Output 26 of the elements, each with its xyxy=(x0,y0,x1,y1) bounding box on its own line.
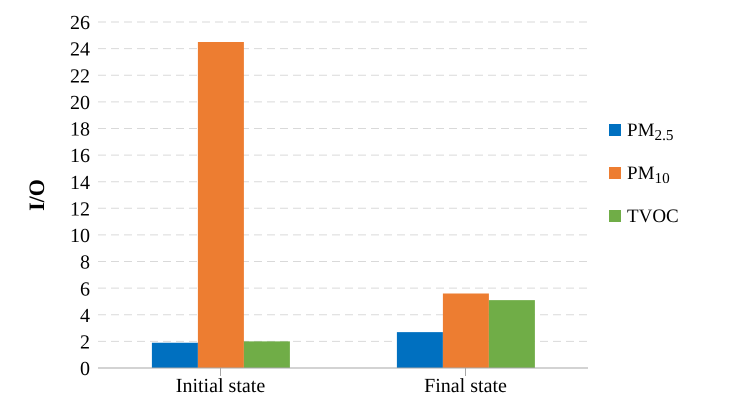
bar xyxy=(442,293,489,368)
y-tick-label: 12 xyxy=(70,198,90,220)
y-tick-label: 8 xyxy=(80,252,90,274)
y-tick-label: 14 xyxy=(70,172,90,194)
y-tick-label: 16 xyxy=(70,145,90,168)
y-tick-label: 22 xyxy=(70,65,90,88)
legend-label: PM$_{10}$ xyxy=(627,163,670,187)
y-tick-label: 26 xyxy=(70,12,90,34)
bar xyxy=(152,342,198,368)
legend-label: TVOC xyxy=(627,206,679,227)
bar xyxy=(198,42,244,368)
y-axis-title: I/O xyxy=(24,179,49,211)
y-tick-label: 24 xyxy=(70,38,90,61)
y-tick-label: 2 xyxy=(80,331,90,354)
x-tick-label: Final state xyxy=(424,375,508,398)
legend-label: PM$_{2.5}$ xyxy=(627,120,674,144)
bar xyxy=(396,332,443,368)
y-tick-label: 4 xyxy=(80,304,90,327)
y-tick-label: 6 xyxy=(80,278,90,300)
bar xyxy=(488,300,535,368)
y-tick-label: 20 xyxy=(70,92,90,114)
y-tick-label: 18 xyxy=(70,118,90,141)
bar xyxy=(244,341,290,368)
y-tick-label: 10 xyxy=(70,225,90,248)
y-tick-label: 0 xyxy=(80,358,90,380)
x-tick-label: Initial state xyxy=(176,375,266,398)
